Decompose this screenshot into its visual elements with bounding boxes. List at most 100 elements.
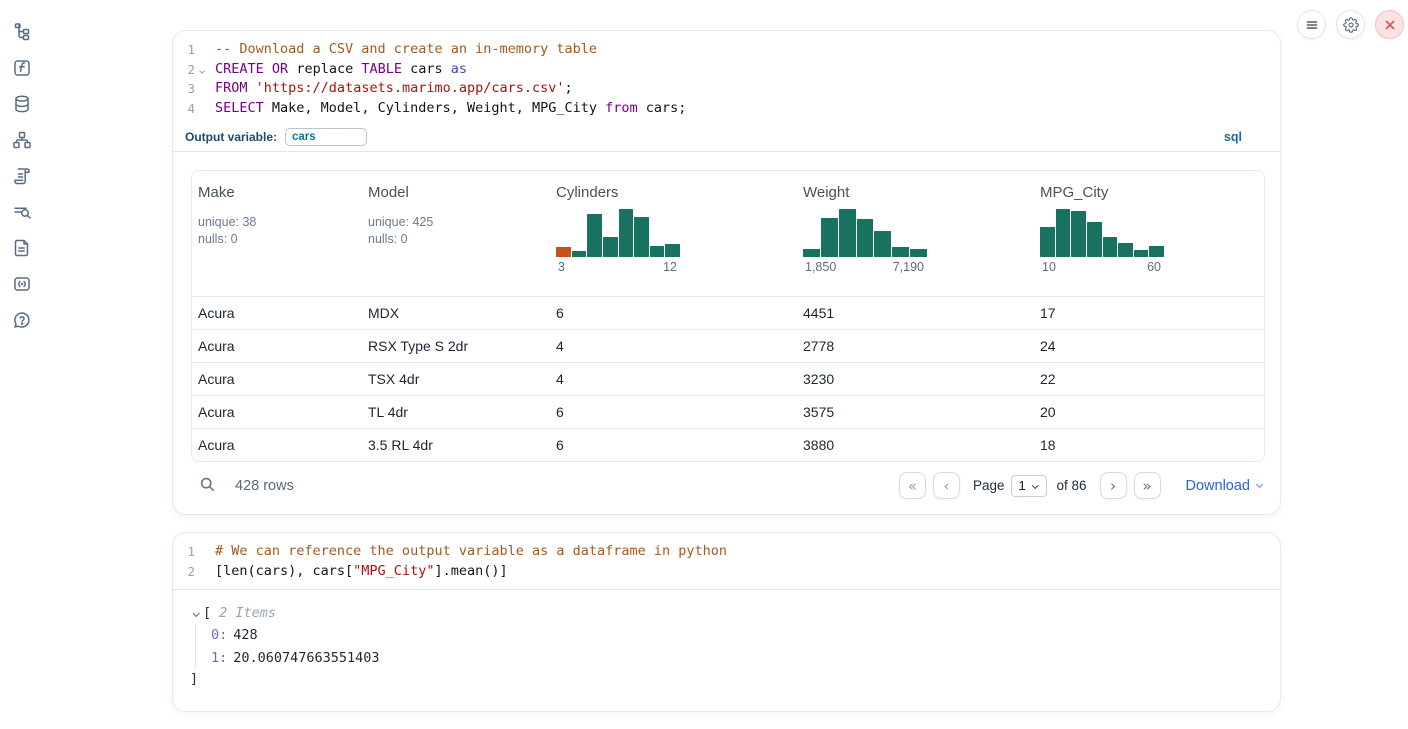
- code-token: OR: [271, 60, 289, 77]
- table-cell: TSX 4dr: [368, 370, 420, 387]
- code-token: CREATE: [215, 60, 264, 77]
- code-token: Make, Model, Cylinders, Weight, MPG_City: [263, 100, 606, 117]
- tree-root: [ 2 Items: [190, 603, 1280, 624]
- menu-button[interactable]: [1297, 10, 1326, 39]
- code-text: CREATE OR replace TABLE cars as: [215, 60, 467, 80]
- line-number: 1: [187, 42, 195, 57]
- search-icon[interactable]: [199, 476, 219, 496]
- column-histogram[interactable]: 1,850 7,190: [803, 208, 928, 274]
- code-token: [len(cars), cars[: [215, 562, 354, 579]
- column-histogram[interactable]: 10 60: [1040, 208, 1164, 274]
- page-label: Page: [972, 478, 1005, 494]
- variables-icon[interactable]: [12, 58, 32, 78]
- code-line[interactable]: 1 # We can reference the output variable …: [173, 542, 1280, 562]
- file-tree-icon[interactable]: [12, 22, 32, 42]
- histogram-bar: [1040, 226, 1055, 257]
- python-code-editor[interactable]: 1 # We can reference the output variable …: [173, 533, 1280, 591]
- histogram-bar: [1071, 210, 1086, 257]
- table-cell: 3230: [803, 370, 835, 387]
- column-name[interactable]: Make: [198, 183, 235, 201]
- output-variable-input[interactable]: [285, 128, 368, 147]
- dependency-graph-icon[interactable]: [12, 130, 32, 150]
- window-controls: [1297, 10, 1404, 39]
- page-select[interactable]: 1: [1011, 474, 1048, 497]
- document-icon[interactable]: [12, 238, 32, 258]
- histogram-bar: [1118, 242, 1133, 257]
- column-header-make: Make unique: 38 nulls: 0: [192, 171, 362, 296]
- collapse-chevron-icon[interactable]: [190, 609, 203, 617]
- settings-gear-button[interactable]: [1336, 10, 1365, 39]
- column-stat: nulls: 0: [198, 231, 238, 246]
- table-row[interactable]: Acura TL 4dr 6 3575 20: [192, 394, 1264, 428]
- open-bracket: [: [203, 605, 212, 622]
- scratchpad-icon[interactable]: [12, 166, 32, 186]
- histogram-bar: [820, 217, 838, 257]
- table-cell: Acura: [198, 304, 235, 321]
- table-cell: MDX: [368, 304, 400, 321]
- entry-value: 20.060747663551403: [233, 649, 380, 666]
- snippets-icon[interactable]: [12, 274, 32, 294]
- datasources-icon[interactable]: [12, 94, 32, 114]
- table-cell: 3880: [803, 436, 835, 453]
- axis-max-label: 12: [663, 259, 677, 274]
- fold-arrow-icon[interactable]: [195, 60, 208, 80]
- column-header-cylinders: Cylinders 3 12: [550, 171, 797, 296]
- shutdown-close-button[interactable]: [1375, 10, 1404, 39]
- code-token: # We can reference the output variable a…: [215, 543, 728, 559]
- table-row[interactable]: Acura MDX 6 4451 17: [192, 295, 1264, 329]
- histogram-bar: [874, 230, 892, 257]
- download-button[interactable]: Download: [1186, 478, 1264, 494]
- code-text: FROM 'https://datasets.marimo.app/cars.c…: [215, 79, 573, 99]
- column-name[interactable]: Model: [368, 183, 409, 201]
- column-histogram[interactable]: 3 12: [556, 208, 680, 274]
- column-name[interactable]: Cylinders: [556, 183, 619, 201]
- histogram-bar: [556, 246, 571, 257]
- line-number: 2: [187, 61, 195, 77]
- table-cell: 24: [1040, 337, 1056, 354]
- fold-slot: [195, 99, 208, 119]
- code-line[interactable]: 4 SELECT Make, Model, Cylinders, Weight, …: [173, 99, 1280, 119]
- code-text: [len(cars), cars["MPG_City"].mean()]: [215, 562, 508, 582]
- code-line[interactable]: 2 CREATE OR replace TABLE cars as: [173, 60, 1280, 80]
- table-cell: TL 4dr: [368, 403, 408, 420]
- axis-min-label: 3: [558, 259, 565, 274]
- column-name[interactable]: Weight: [803, 183, 850, 201]
- axis-min-label: 1,850: [805, 259, 837, 274]
- column-stat: unique: 38: [198, 214, 257, 229]
- axis-min-label: 10: [1042, 259, 1056, 274]
- previous-page-button[interactable]: ‹: [932, 472, 960, 500]
- logs-search-icon[interactable]: [12, 202, 32, 222]
- histogram-bar: [618, 208, 634, 257]
- histogram-axis-labels: 3 12: [556, 260, 680, 274]
- left-sidebar: [0, 0, 44, 729]
- language-tag: sql: [1223, 130, 1242, 145]
- histogram-bars: [803, 208, 928, 257]
- code-line[interactable]: 2 [len(cars), cars["MPG_City"].mean()]: [173, 562, 1280, 582]
- table-row[interactable]: Acura 3.5 RL 4dr 6 3880 18: [192, 427, 1264, 461]
- next-page-button[interactable]: ›: [1099, 472, 1127, 500]
- help-icon[interactable]: [12, 310, 32, 330]
- page-select-value: 1: [1018, 478, 1026, 494]
- code-line[interactable]: 1 -- Download a CSV and create an in-memo…: [173, 40, 1280, 60]
- code-token: ].mean()]: [434, 562, 508, 579]
- table-row[interactable]: Acura TSX 4dr 4 3230 22: [192, 361, 1264, 395]
- table-row[interactable]: Acura RSX Type S 2dr 4 2778 24: [192, 328, 1264, 362]
- fold-slot: [195, 79, 208, 99]
- histogram-bars: [1040, 208, 1164, 257]
- table-cell: 6: [556, 403, 564, 420]
- last-page-button[interactable]: »: [1133, 472, 1161, 500]
- table-cell: 6: [556, 436, 564, 453]
- code-token: -- Download a CSV and create an in-memor…: [215, 41, 598, 57]
- table-cell: RSX Type S 2dr: [368, 337, 469, 354]
- first-page-button[interactable]: «: [898, 472, 926, 500]
- histogram-bar: [892, 246, 910, 257]
- table-cell: 4: [556, 337, 564, 354]
- table-cell: 3575: [803, 403, 835, 420]
- tree-entry: 0: 428: [211, 624, 1280, 647]
- histogram-bar: [1086, 221, 1102, 257]
- code-line[interactable]: 3 FROM 'https://datasets.marimo.app/cars.…: [173, 79, 1280, 99]
- sql-code-editor[interactable]: 1 -- Download a CSV and create an in-memo…: [173, 31, 1280, 127]
- histogram-bar: [856, 218, 874, 257]
- column-name[interactable]: MPG_City: [1040, 183, 1109, 201]
- table-cell: 17: [1040, 304, 1056, 321]
